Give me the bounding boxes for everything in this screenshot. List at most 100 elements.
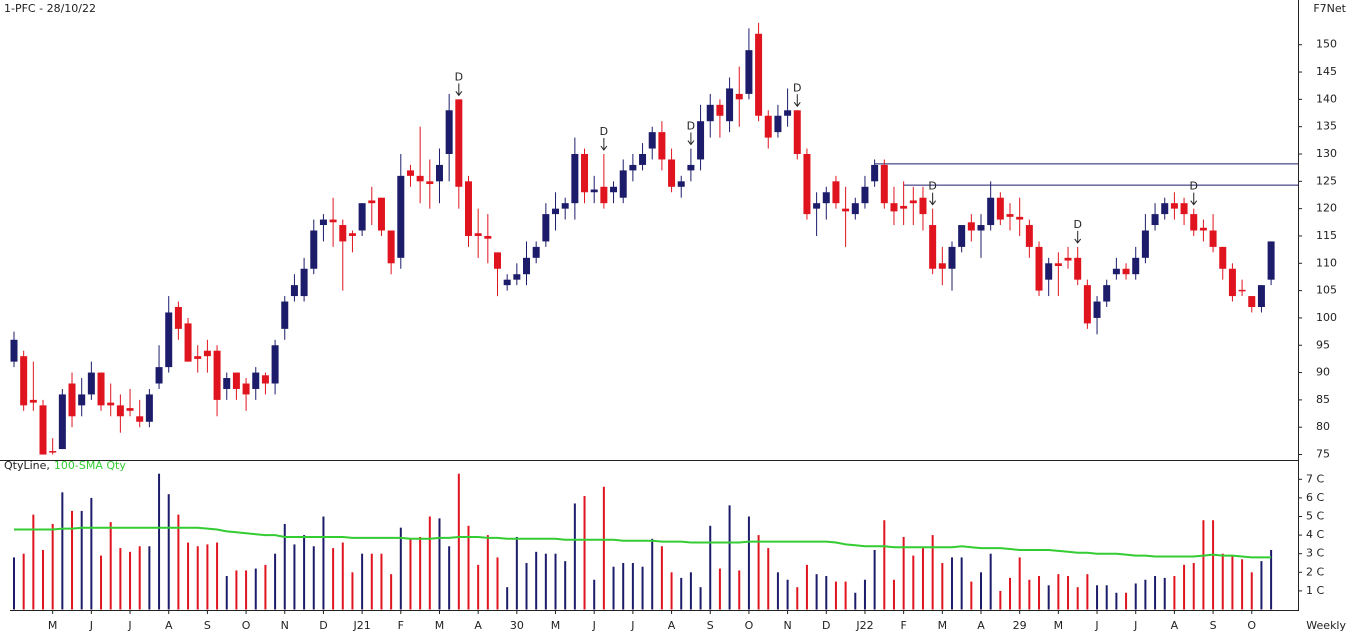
x-tick-label: F xyxy=(900,619,906,632)
candle-body xyxy=(252,372,260,389)
x-tick-label: M xyxy=(938,619,948,632)
volume-bar xyxy=(235,570,238,610)
annotation-arrow xyxy=(687,132,695,146)
volume-bar xyxy=(1018,557,1021,610)
legend-separator: , xyxy=(46,459,50,472)
volume-bar xyxy=(457,473,460,610)
volume-bar xyxy=(225,576,228,610)
x-tick-label: A xyxy=(165,619,173,632)
volume-bar xyxy=(506,587,509,610)
volume-bar xyxy=(216,542,219,610)
candle-body xyxy=(1132,257,1140,275)
y-tick-label: 145 xyxy=(1316,65,1337,78)
volume-bar xyxy=(718,568,721,610)
volume-bar xyxy=(1163,577,1166,610)
x-tick-label: J xyxy=(89,619,93,632)
candle-body xyxy=(494,252,501,269)
candle-body xyxy=(755,33,763,116)
volume-bar xyxy=(486,535,489,610)
candle-body xyxy=(967,222,975,231)
annotation: D xyxy=(928,180,936,193)
x-tick-label: A xyxy=(977,619,985,632)
annotation: D xyxy=(455,70,463,83)
volume-bar xyxy=(989,553,992,610)
volume-bar xyxy=(467,525,470,610)
candle-body xyxy=(242,383,250,395)
volume-bar xyxy=(1154,576,1157,610)
volume-bar xyxy=(1009,577,1012,610)
volume-bar xyxy=(42,549,45,610)
candle-body xyxy=(116,405,124,417)
y-tick-label: 4 C xyxy=(1306,528,1324,541)
candle-body xyxy=(764,115,772,138)
candle-body xyxy=(223,378,231,389)
candle-body xyxy=(1257,285,1265,307)
candle-body xyxy=(232,372,240,389)
x-tick-label: S xyxy=(1210,619,1217,632)
candle-body xyxy=(455,99,463,187)
candle-body xyxy=(561,203,569,209)
x-tick-label: O xyxy=(1247,619,1256,632)
candle-body xyxy=(377,197,385,231)
x-tick-label: S xyxy=(707,619,714,632)
volume-bar xyxy=(515,536,518,610)
volume-bar xyxy=(61,492,64,610)
volume-bar xyxy=(1047,585,1050,610)
candle-body xyxy=(464,181,472,236)
x-axis-label: Weekly xyxy=(1306,619,1346,632)
x-tick-label: O xyxy=(242,619,251,632)
y-tick-label: 90 xyxy=(1316,366,1330,379)
volume-bar xyxy=(573,503,576,610)
x-tick-label: 30 xyxy=(510,619,524,632)
y-tick-label: 100 xyxy=(1316,311,1337,324)
candle-body xyxy=(1219,246,1227,269)
candle-body xyxy=(1074,257,1082,280)
candle-body xyxy=(10,339,18,362)
annotation: D xyxy=(793,81,801,94)
candle-body xyxy=(78,394,86,406)
candle-body xyxy=(271,345,279,384)
candle-body xyxy=(1045,263,1053,280)
volume-bar xyxy=(980,572,982,610)
volume-bar xyxy=(80,510,83,610)
candle-body xyxy=(368,200,376,204)
candle-body xyxy=(29,399,37,403)
candle-body xyxy=(290,285,298,297)
volume-bar xyxy=(863,579,866,610)
volume-bar xyxy=(322,516,325,610)
candle-body xyxy=(996,197,1004,220)
volume-bar xyxy=(699,587,702,610)
candle-body xyxy=(735,93,743,100)
x-tick-label: J xyxy=(1094,619,1098,632)
candle-body xyxy=(851,203,859,215)
volume-bar xyxy=(660,546,663,610)
volume-bar xyxy=(332,548,335,610)
volume-bar xyxy=(138,546,141,610)
candle-body xyxy=(919,197,927,215)
volume-bar xyxy=(892,579,895,610)
volume-bar xyxy=(428,516,431,610)
x-tick-label: J xyxy=(1133,619,1137,632)
volume-bar xyxy=(960,557,963,610)
candle-body xyxy=(542,214,550,242)
volume-bar xyxy=(602,486,605,610)
candle-body xyxy=(803,154,811,215)
candle-body xyxy=(474,233,482,236)
chart-title: 1-PFC - 28/10/22 xyxy=(4,2,96,15)
candle-body xyxy=(958,225,966,247)
candle-body xyxy=(581,154,589,193)
y-tick-label: 130 xyxy=(1316,147,1337,160)
volume-bar xyxy=(438,518,441,610)
volume-bar xyxy=(22,553,25,610)
volume-bar xyxy=(1096,585,1099,610)
candle-body xyxy=(1016,216,1024,220)
candle-body xyxy=(600,186,608,204)
candle-body xyxy=(697,121,705,160)
x-tick-label: M xyxy=(1054,619,1064,632)
candle-body xyxy=(648,132,656,149)
candle-body xyxy=(900,205,908,209)
y-tick-label: 135 xyxy=(1316,120,1337,133)
candle-body xyxy=(822,192,830,204)
candle-body xyxy=(938,263,946,269)
volume-bar xyxy=(651,538,654,610)
